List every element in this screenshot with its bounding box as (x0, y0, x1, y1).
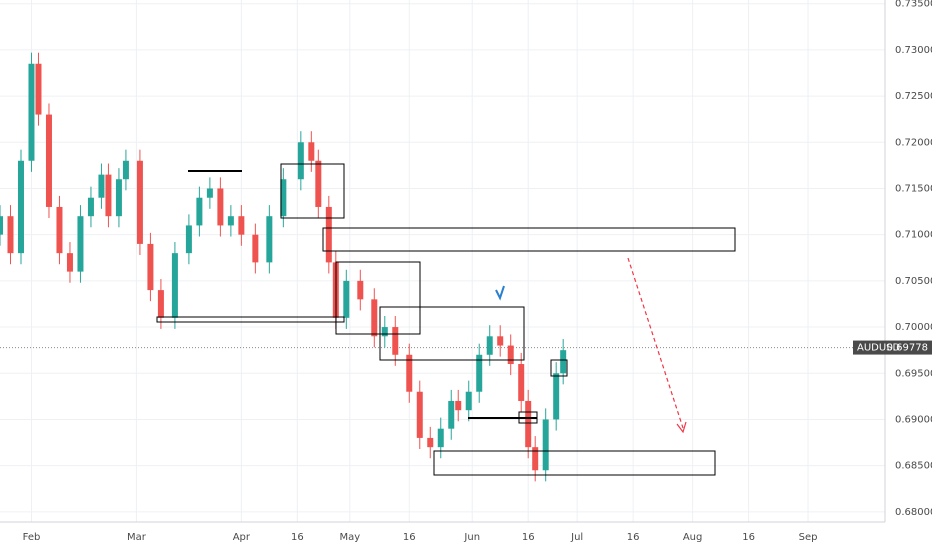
symbol-label: AUDUSD (857, 343, 901, 354)
candle-body (171, 253, 178, 318)
candle-body (115, 179, 122, 217)
candle-body (105, 174, 112, 217)
candle-body (406, 354, 413, 392)
candle-body (206, 188, 213, 198)
candle-body (297, 142, 304, 180)
candle-body (185, 225, 192, 254)
candle-body (448, 400, 455, 429)
candle-body (266, 216, 273, 263)
zone (433, 450, 716, 476)
candle-body (437, 428, 444, 448)
last-price: AUDUSD 0.69778 (853, 340, 932, 355)
candle-body (147, 243, 154, 291)
x-tick-label: Jun (463, 532, 480, 543)
candle-body (17, 160, 24, 254)
candle-body (476, 354, 483, 392)
candle-body (525, 400, 532, 448)
candle-body (157, 290, 164, 318)
zone (550, 359, 568, 377)
candle-body (371, 299, 378, 337)
candle-body (280, 179, 287, 217)
candle-body (427, 437, 434, 448)
candle-body (0, 216, 3, 235)
candle-body (315, 160, 322, 207)
candle-body (35, 63, 42, 115)
zone (335, 261, 421, 335)
candle-body (357, 280, 364, 300)
candle-body (227, 216, 234, 226)
x-tick-label: Feb (23, 532, 41, 543)
candle-body (56, 206, 63, 254)
projection-arrow (627, 257, 684, 429)
candle-body (45, 114, 52, 207)
candle-body (416, 391, 423, 438)
candle-body (98, 174, 105, 198)
zone (379, 306, 525, 361)
x-tick-label: May (339, 532, 360, 543)
candle-body (66, 253, 73, 272)
drawings (156, 163, 736, 476)
x-tick-label: 16 (522, 532, 535, 543)
candle-body (87, 197, 94, 217)
zone (280, 163, 345, 219)
candle-body (136, 160, 143, 244)
candle-body (7, 216, 14, 254)
candle-body (507, 345, 514, 365)
candle-body (122, 160, 129, 180)
candle-body (343, 280, 350, 318)
candle-body (465, 391, 472, 411)
x-tick-label: Jul (570, 532, 583, 543)
zone (322, 227, 736, 252)
candle-body (455, 400, 462, 411)
x-tick-label: 16 (742, 532, 755, 543)
x-tick-label: 16 (627, 532, 640, 543)
candle-body (196, 197, 203, 226)
candle-body (486, 336, 493, 355)
last-price-box (853, 340, 932, 355)
x-tick-label: Aug (683, 532, 703, 543)
candle-body (542, 419, 549, 471)
check-mark (495, 285, 505, 301)
candle-body (381, 327, 388, 337)
candle-body (392, 327, 399, 355)
y-tick-label: 0.73500 (895, 0, 932, 10)
candle-body (325, 206, 332, 263)
candle-body (77, 216, 84, 272)
candle-body (560, 350, 567, 374)
candle-body (252, 234, 259, 263)
zone (156, 316, 345, 323)
x-tick-label: Sep (799, 532, 818, 543)
arrow-head (676, 421, 687, 434)
last-price-label: 0.69778 (887, 343, 928, 354)
x-tick-label: 16 (403, 532, 416, 543)
candle-body (553, 373, 560, 420)
x-tick-label: Mar (127, 532, 147, 543)
x-tick-label: Apr (233, 532, 251, 543)
candle-body (308, 142, 315, 161)
x-tick-label: 16 (291, 532, 304, 543)
candle-body (28, 63, 35, 161)
candle-body (238, 216, 245, 235)
candles (0, 52, 567, 482)
candle-body (497, 336, 504, 346)
candle-body (518, 364, 525, 401)
candle-body (532, 447, 539, 471)
candle-body (217, 188, 224, 226)
